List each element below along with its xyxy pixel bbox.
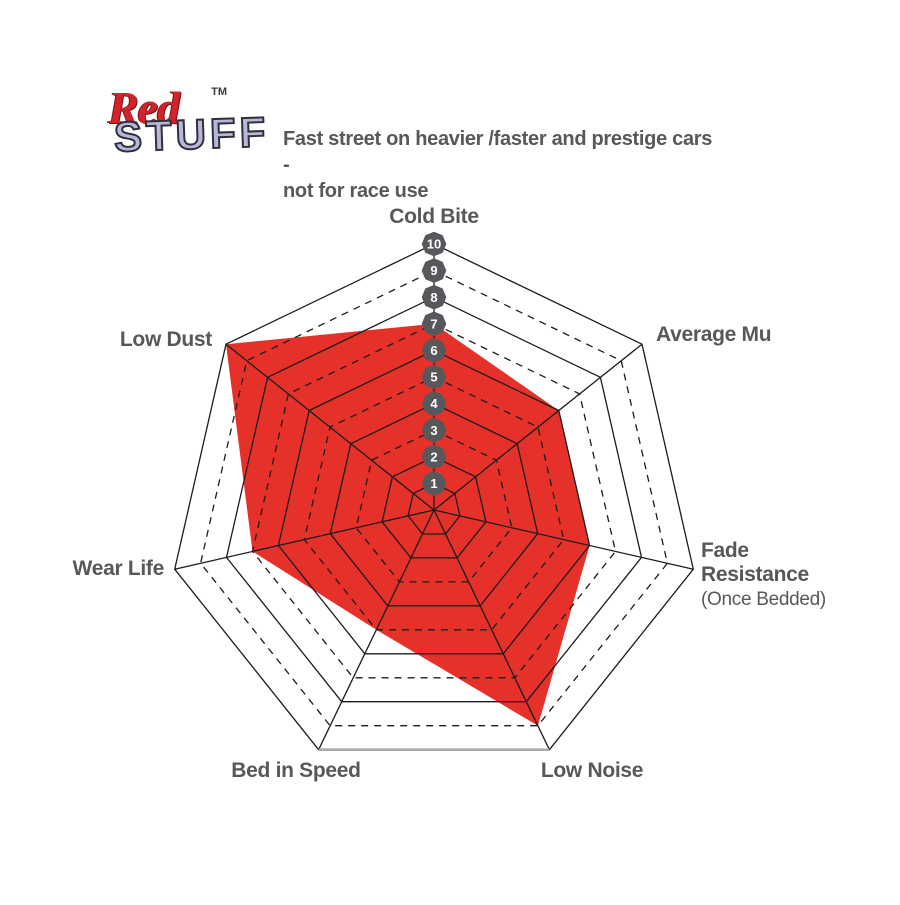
axis-label-average-mu: Average Mu	[656, 323, 771, 346]
axis-spoke-low-dust	[225, 343, 435, 511]
axis-sublabel-fade-resistance: (Once Bedded)	[701, 589, 826, 610]
grid-ring-1	[407, 482, 461, 535]
scale-badge-9: 9	[421, 258, 447, 283]
grid-ring-4	[329, 402, 539, 607]
grid-ring-3	[355, 429, 513, 583]
scale-badge-7: 7	[421, 311, 447, 337]
grid-ring-8	[225, 296, 643, 703]
scale-badge-8: 8	[421, 284, 447, 310]
axis-spoke-wear-life	[174, 509, 435, 570]
grid-ring-2	[381, 456, 487, 559]
scale-badge-1: 1	[421, 471, 447, 496]
grid-ring-7	[251, 323, 617, 679]
axis-label-bed-in-speed: Bed in Speed	[231, 759, 360, 782]
trademark-symbol: TM	[211, 86, 227, 98]
axis-spoke-low-noise	[433, 509, 550, 750]
scale-badge-6: 6	[421, 338, 447, 363]
axis-label-low-noise: Low Noise	[541, 759, 643, 782]
axis-label-fade-resistance-1: Fade	[701, 539, 749, 562]
scale-badges: 1 2 3 4 5 6 7 8 9 10	[421, 231, 447, 496]
scale-badge-2: 2	[421, 444, 447, 470]
chart-subtitle: Fast street on heavier /faster and prest…	[283, 126, 723, 204]
scale-badge-label-4: 4	[430, 396, 438, 411]
data-polygon	[226, 323, 590, 726]
logo-red-text: Red	[108, 82, 180, 133]
subtitle-line-1: Fast street on heavier /faster and prest…	[283, 128, 713, 176]
grid-ring-6	[277, 349, 591, 655]
axis-label-low-dust: Low Dust	[120, 328, 212, 351]
scale-badge-5: 5	[421, 364, 447, 390]
redstuff-logo: Red TM STUFF	[108, 85, 271, 201]
axis-label-wear-life: Wear Life	[73, 557, 164, 580]
axis-spoke-bed-in-speed	[318, 509, 435, 750]
scale-badge-10: 10	[421, 231, 447, 257]
header: Red TM STUFF Fast street on heavier /fast…	[0, 0, 900, 210]
scale-badge-label-10: 10	[427, 237, 441, 252]
scale-badge-label-8: 8	[430, 290, 437, 305]
scale-badge-3: 3	[421, 417, 447, 443]
scale-badge-label-5: 5	[430, 370, 437, 385]
scale-badge-label-1: 1	[430, 476, 437, 491]
scale-badge-label-9: 9	[430, 263, 437, 278]
axis-spoke-average-mu	[433, 343, 643, 511]
scale-badge-label-7: 7	[430, 316, 437, 331]
grid-ring-9	[199, 269, 669, 727]
axis-spoke-fade-resistance	[433, 509, 694, 570]
scale-badge-label-3: 3	[430, 423, 437, 438]
axis-label-fade-resistance-2: Resistance	[701, 563, 809, 586]
grid-ring-5	[303, 376, 565, 631]
scale-badge-label-2: 2	[430, 449, 437, 464]
scale-badge-4: 4	[421, 391, 447, 416]
axis-label-cold-bite: Cold Bite	[389, 205, 478, 228]
subtitle-line-2: not for race use	[283, 180, 429, 202]
scale-badge-label-6: 6	[430, 343, 437, 358]
